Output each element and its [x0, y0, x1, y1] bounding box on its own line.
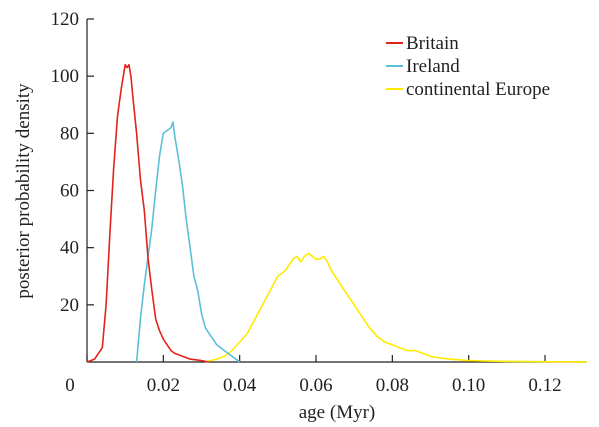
legend-label: Ireland: [406, 56, 460, 77]
y-tick-label: 60: [60, 181, 79, 202]
y-tick-label: 80: [60, 123, 79, 144]
tick-group: 20 40 60 80 100 120 0 0.02 0.04 0.06 0.08 0.10 0.12: [51, 9, 562, 396]
y-tick-label: 120: [51, 9, 80, 30]
x-tick-label: 0.02: [147, 375, 180, 396]
series-line-britain: [86, 63, 210, 363]
legend-label: continental Europe: [406, 79, 550, 100]
x-tick-label: 0.04: [223, 375, 257, 396]
x-tick-label: 0: [65, 375, 75, 396]
x-tick-label: 0.08: [376, 375, 409, 396]
y-axis-title: posterior probability density: [13, 83, 34, 299]
x-tick-label: 0.12: [528, 375, 561, 396]
y-tick-label: 100: [51, 66, 80, 87]
x-tick-label: 0.10: [452, 375, 485, 396]
series-line-ireland: [135, 121, 241, 363]
axes: [86, 19, 587, 363]
x-tick-label: 0.06: [299, 375, 332, 396]
series-line-continental-europe: [205, 252, 588, 363]
x-axis-title: age (Myr): [299, 402, 376, 423]
y-tick-label: 40: [60, 238, 79, 259]
legend-label: Britain: [406, 33, 459, 54]
y-tick-label: 20: [60, 295, 79, 316]
series-layer: [86, 63, 588, 363]
